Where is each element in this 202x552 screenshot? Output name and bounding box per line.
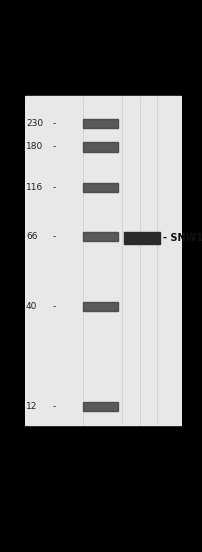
- Text: - SNW1: - SNW1: [163, 233, 202, 243]
- Text: -: -: [53, 142, 56, 151]
- Text: -: -: [53, 119, 56, 128]
- Bar: [25, 96, 182, 426]
- Text: 66: 66: [26, 232, 38, 241]
- Text: 116: 116: [26, 183, 43, 192]
- Text: -: -: [53, 402, 56, 411]
- Text: 40: 40: [26, 302, 37, 311]
- Text: -: -: [53, 302, 56, 311]
- Bar: [83, 402, 118, 411]
- Bar: [83, 183, 118, 192]
- Text: 230: 230: [26, 119, 43, 128]
- Text: 180: 180: [26, 142, 43, 151]
- Text: 12: 12: [26, 402, 37, 411]
- Text: -: -: [53, 183, 56, 192]
- Bar: [25, 426, 182, 491]
- Text: -: -: [53, 232, 56, 241]
- Bar: [124, 232, 160, 245]
- Bar: [25, 66, 182, 96]
- Bar: [83, 302, 118, 311]
- Bar: [83, 142, 118, 152]
- Bar: [83, 232, 118, 241]
- Bar: [83, 119, 118, 128]
